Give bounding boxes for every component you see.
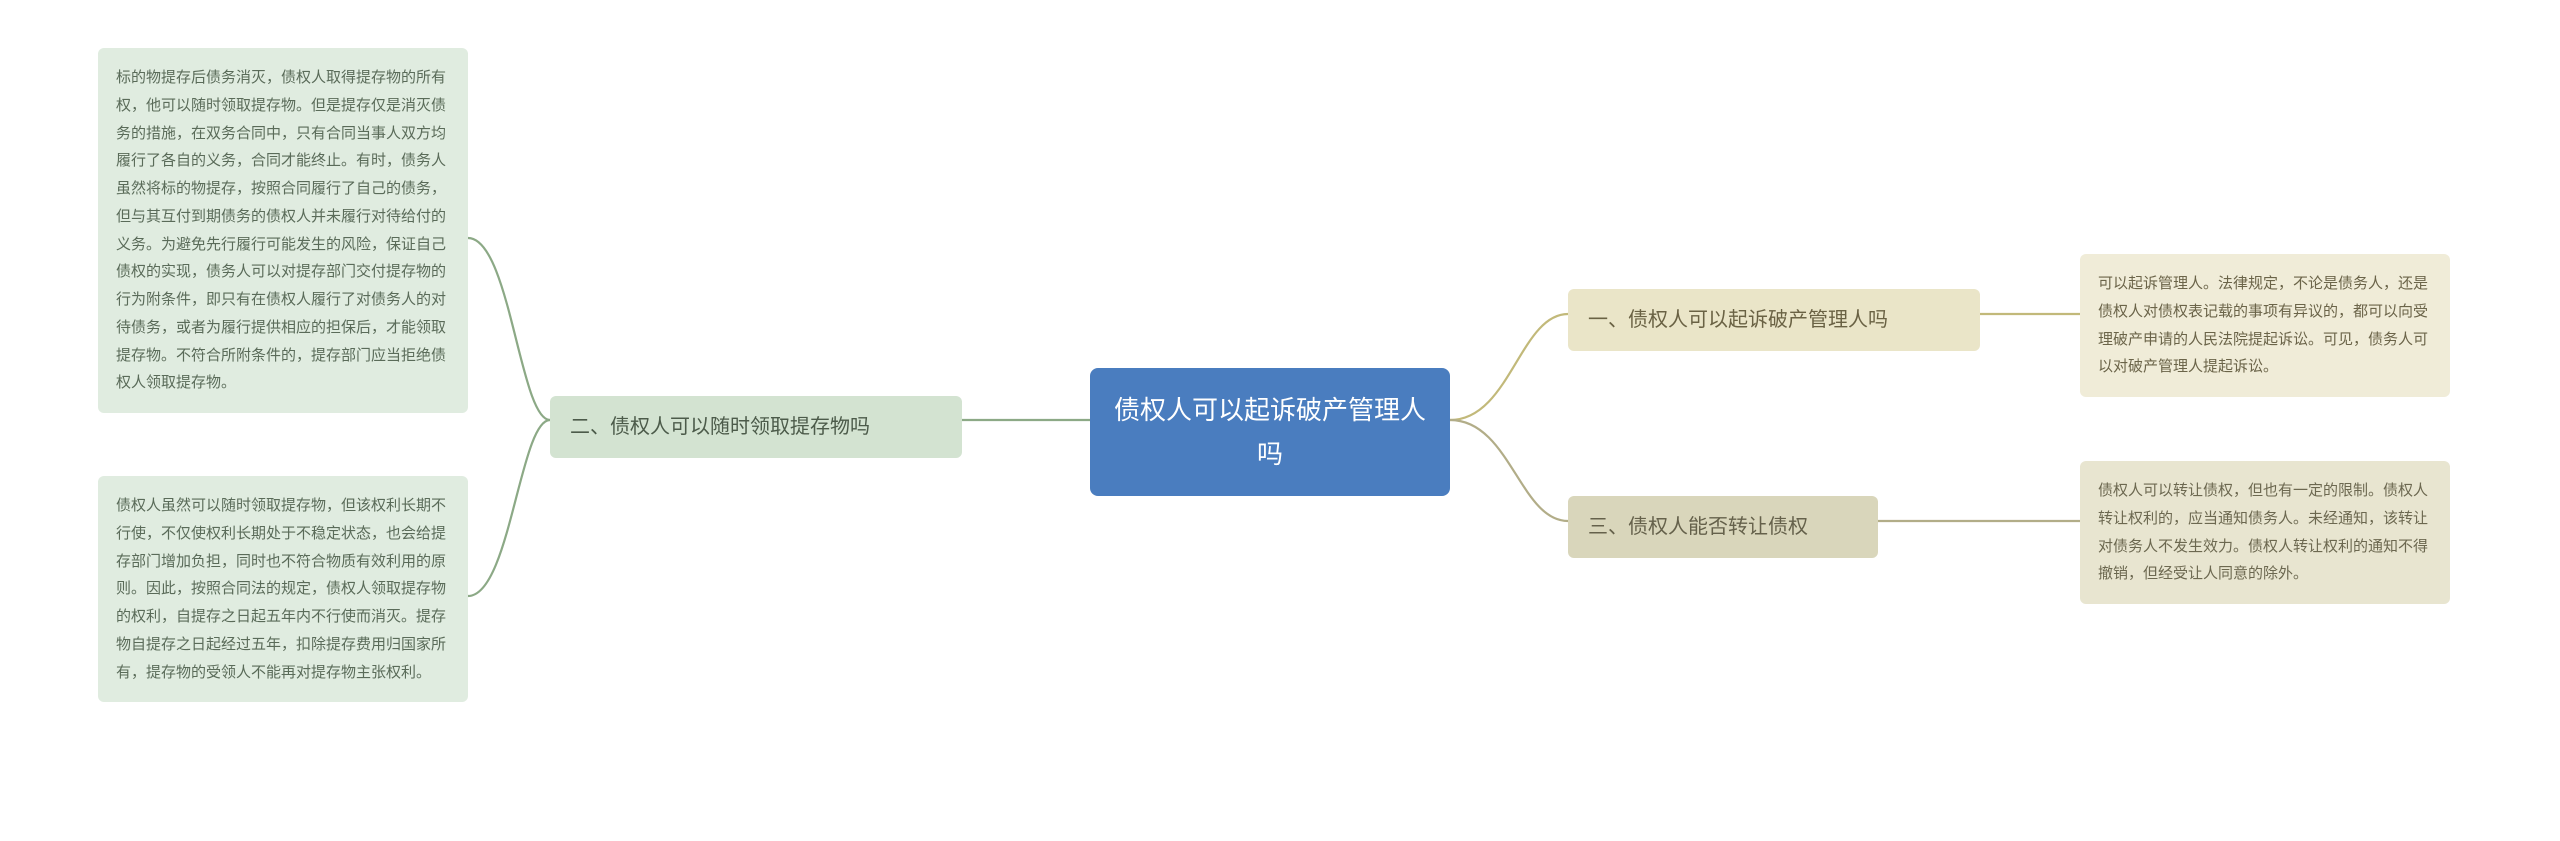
branch-1[interactable]: 一、债权人可以起诉破产管理人吗: [1568, 289, 1980, 351]
branch-2[interactable]: 二、债权人可以随时领取提存物吗: [550, 396, 962, 458]
branch-1-detail-text: 可以起诉管理人。法律规定，不论是债务人，还是债权人对债权表记载的事项有异议的，都…: [2098, 275, 2428, 375]
branch-2-label: 二、债权人可以随时领取提存物吗: [570, 416, 870, 438]
center-node[interactable]: 债权人可以起诉破产管理人吗: [1090, 368, 1450, 496]
branch-2-detail-2: 债权人虽然可以随时领取提存物，但该权利长期不行使，不仅使权利长期处于不稳定状态，…: [98, 476, 468, 702]
branch-1-label: 一、债权人可以起诉破产管理人吗: [1588, 309, 1888, 331]
connector-center-right-bottom: [1450, 420, 1568, 521]
branch-3-label: 三、债权人能否转让债权: [1588, 516, 1808, 538]
center-title: 债权人可以起诉破产管理人吗: [1114, 395, 1426, 469]
connector-left-detail-1: [468, 238, 550, 420]
branch-2-detail-1: 标的物提存后债务消灭，债权人取得提存物的所有权，他可以随时领取提存物。但是提存仅…: [98, 48, 468, 413]
branch-2-detail-1-text: 标的物提存后债务消灭，债权人取得提存物的所有权，他可以随时领取提存物。但是提存仅…: [116, 69, 446, 391]
branch-3-detail: 债权人可以转让债权，但也有一定的限制。债权人转让权利的，应当通知债务人。未经通知…: [2080, 461, 2450, 604]
branch-2-detail-2-text: 债权人虽然可以随时领取提存物，但该权利长期不行使，不仅使权利长期处于不稳定状态，…: [116, 497, 446, 681]
branch-3-detail-text: 债权人可以转让债权，但也有一定的限制。债权人转让权利的，应当通知债务人。未经通知…: [2098, 482, 2428, 582]
connector-left-detail-2: [468, 420, 550, 596]
connector-center-right-top: [1450, 314, 1568, 420]
branch-3[interactable]: 三、债权人能否转让债权: [1568, 496, 1878, 558]
branch-1-detail: 可以起诉管理人。法律规定，不论是债务人，还是债权人对债权表记载的事项有异议的，都…: [2080, 254, 2450, 397]
